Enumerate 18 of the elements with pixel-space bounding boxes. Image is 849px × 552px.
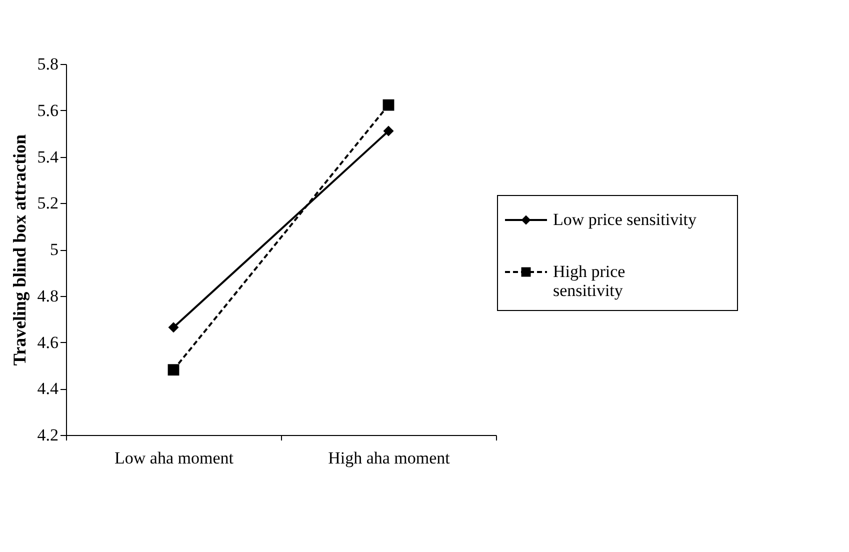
legend-label: High price sensitivity [553, 262, 626, 300]
y-tick-label: 5.2 [37, 194, 58, 213]
y-tick-label: 4.8 [37, 286, 58, 306]
x-tick-label: Low aha moment [114, 448, 234, 468]
legend-label: Low price sensitivity [553, 210, 698, 229]
y-tick-label: 5 [50, 240, 58, 259]
point [383, 126, 394, 136]
point [382, 99, 394, 111]
y-tick-label: 4.4 [37, 379, 59, 398]
y-tick-label: 5.4 [37, 147, 59, 166]
y-tick-label: 5.8 [37, 54, 58, 74]
point [168, 364, 180, 376]
y-tick-label: 5.6 [37, 100, 58, 120]
y-axis-title: Traveling blind box attraction [9, 134, 30, 366]
y-tick-label: 4.2 [37, 426, 58, 444]
x-tick-label: High aha moment [328, 448, 450, 468]
point [168, 322, 179, 333]
y-tick-label: 4.6 [37, 332, 58, 352]
